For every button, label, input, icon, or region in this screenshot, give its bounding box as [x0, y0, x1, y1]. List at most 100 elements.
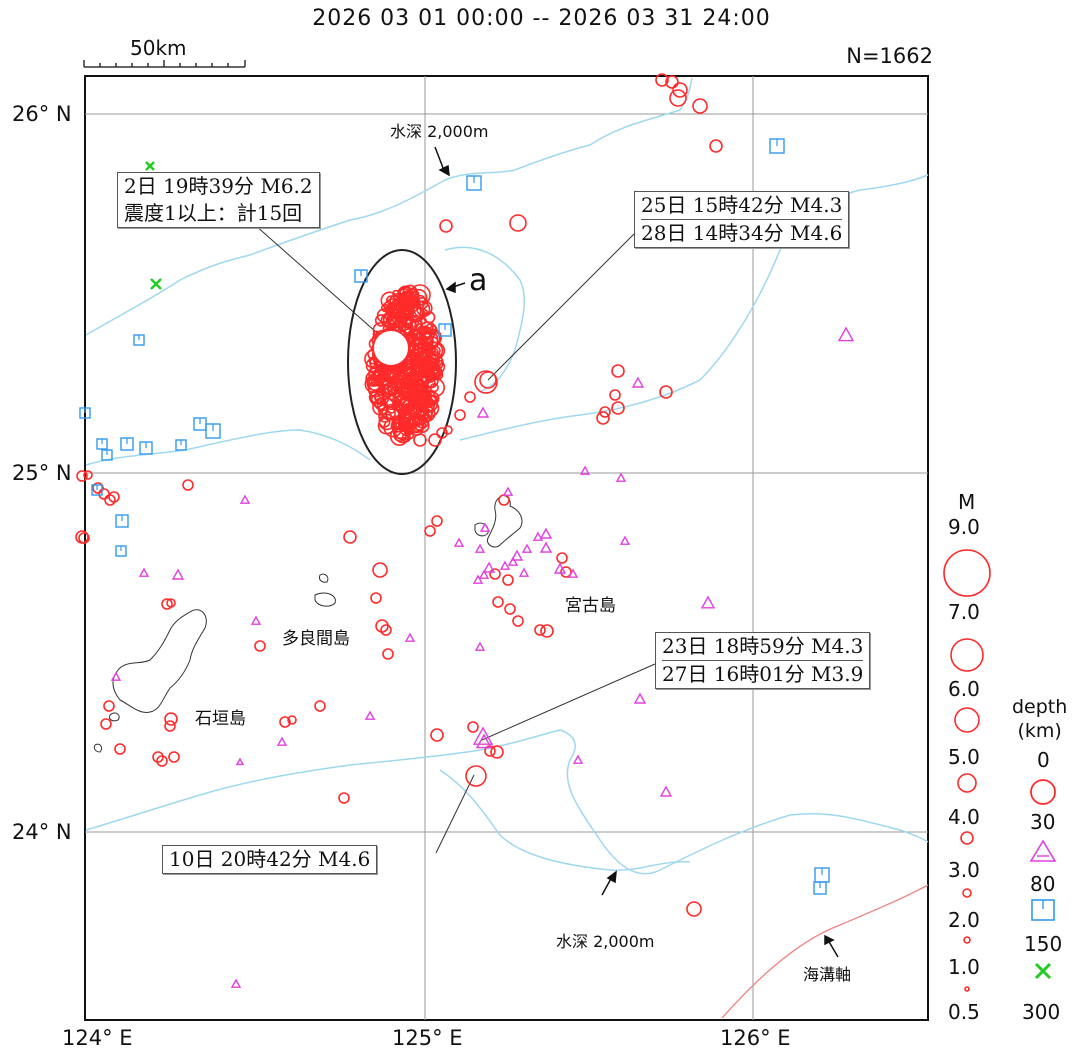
event-circle	[490, 745, 504, 759]
cluster-event	[407, 412, 423, 428]
note-depth-north: 水深 2,000m	[390, 122, 489, 141]
cluster-event	[387, 302, 403, 319]
event-circle	[492, 596, 504, 608]
event-circle	[439, 219, 453, 233]
cluster-event	[405, 379, 423, 397]
event-circle	[560, 566, 572, 578]
event-count: N=1662	[846, 44, 933, 68]
event-circle	[655, 73, 669, 87]
callout-se-line2: 27日 16時01分 M3.9	[662, 660, 864, 686]
event-circle	[370, 592, 382, 604]
callout-leaders	[254, 224, 656, 854]
event-triangle	[539, 541, 553, 553]
event-triangle	[472, 574, 484, 584]
cluster-event	[420, 360, 433, 372]
event-circle	[92, 482, 104, 494]
event-triangle	[239, 494, 251, 504]
event-triangle	[567, 568, 579, 578]
event-circle	[164, 712, 178, 726]
cluster-event	[374, 390, 388, 404]
event-triangle	[472, 726, 494, 745]
event-circle	[380, 624, 392, 636]
lat-label-24: 24° N	[12, 820, 72, 844]
event-circle	[665, 75, 679, 89]
event-circle	[343, 530, 357, 544]
cluster-event	[400, 290, 420, 310]
event-triangle	[700, 595, 716, 609]
event-triangle	[453, 537, 465, 547]
event-circle	[502, 574, 514, 586]
place-ishigaki: 石垣島	[195, 709, 246, 729]
cluster-event	[417, 365, 435, 383]
event-circle	[98, 488, 110, 500]
event-triangle	[518, 567, 530, 577]
event-triangle	[364, 710, 376, 720]
callout-ne-line1: 25日 15時42分 M4.3	[641, 193, 843, 217]
legend-m-1: 1.0	[948, 955, 980, 979]
event-circle	[428, 433, 442, 447]
cluster-event	[377, 404, 389, 416]
event-triangle	[250, 615, 262, 625]
cluster-event	[406, 431, 415, 440]
cluster-event	[414, 387, 424, 396]
event-circle	[436, 427, 448, 439]
event-triangle	[276, 736, 288, 746]
event-triangle	[510, 549, 524, 561]
island-outlines	[93, 494, 523, 753]
cluster-event	[424, 350, 443, 370]
main-cluster-events	[364, 284, 446, 447]
legend-depth-150: 150	[1024, 932, 1063, 956]
lat-label-25: 25° N	[12, 461, 72, 485]
event-circle	[672, 82, 688, 98]
cluster-event	[414, 335, 433, 355]
event-triangle	[171, 568, 185, 580]
event-circle	[279, 716, 291, 728]
event-triangle	[659, 785, 673, 797]
place-tarama: 多良間島	[282, 629, 350, 649]
cluster-ellipse	[347, 249, 457, 475]
event-circle	[168, 751, 180, 763]
event-circle	[556, 552, 568, 564]
event-circle	[103, 700, 115, 712]
legend-m-5: 5.0	[948, 745, 980, 769]
event-circle	[382, 648, 394, 660]
event-circle	[254, 640, 266, 652]
event-triangle	[474, 641, 486, 651]
event-circle	[609, 389, 621, 401]
event-triangle	[478, 569, 490, 579]
event-circle	[430, 728, 444, 742]
region-marker-a: a	[469, 263, 488, 298]
lon-label-125: 125° E	[392, 1026, 463, 1050]
cluster-event	[399, 407, 412, 420]
magnitude-legend-circles	[943, 549, 991, 992]
event-triangle	[619, 535, 631, 545]
cluster-event	[368, 389, 384, 405]
callout-main-line2: 震度1以上：計15回	[124, 201, 303, 225]
event-circle	[372, 562, 388, 578]
cluster-event	[416, 415, 429, 429]
lon-label-126: 126° E	[720, 1026, 791, 1050]
event-triangle	[479, 522, 491, 532]
event-triangle	[235, 757, 245, 766]
cluster-event	[431, 347, 439, 356]
event-triangle	[615, 472, 627, 482]
event-triangle	[521, 543, 533, 553]
cluster-event	[417, 393, 426, 402]
callout-se-line1: 23日 18時59分 M4.3	[662, 634, 864, 658]
event-triangle	[475, 733, 493, 749]
legend-m-9: 9.0	[948, 515, 980, 539]
cluster-event	[414, 409, 427, 422]
event-triangle	[837, 326, 855, 342]
event-circle	[509, 214, 527, 232]
main-shock-marker	[372, 329, 410, 367]
legend-depth-30: 30	[1030, 810, 1056, 834]
depth-legend-symbols	[1029, 779, 1057, 980]
note-trench: 海溝軸	[803, 965, 852, 984]
event-triangle	[110, 671, 122, 681]
legend-m-05: 0.5	[948, 1000, 980, 1024]
cluster-event	[393, 428, 407, 442]
event-circle	[431, 515, 443, 527]
event-triangle	[502, 486, 514, 496]
callout-main-line1: 2日 19時39分 M6.2	[124, 174, 313, 198]
event-circle	[156, 755, 168, 767]
